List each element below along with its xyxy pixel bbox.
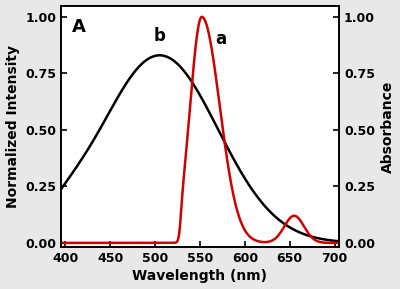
Y-axis label: Absorbance: Absorbance [380,80,394,173]
Text: A: A [72,18,86,36]
Text: b: b [154,27,166,45]
X-axis label: Wavelength (nm): Wavelength (nm) [132,269,268,284]
Y-axis label: Normalized Intensity: Normalized Intensity [6,45,20,208]
Text: a: a [215,30,226,49]
